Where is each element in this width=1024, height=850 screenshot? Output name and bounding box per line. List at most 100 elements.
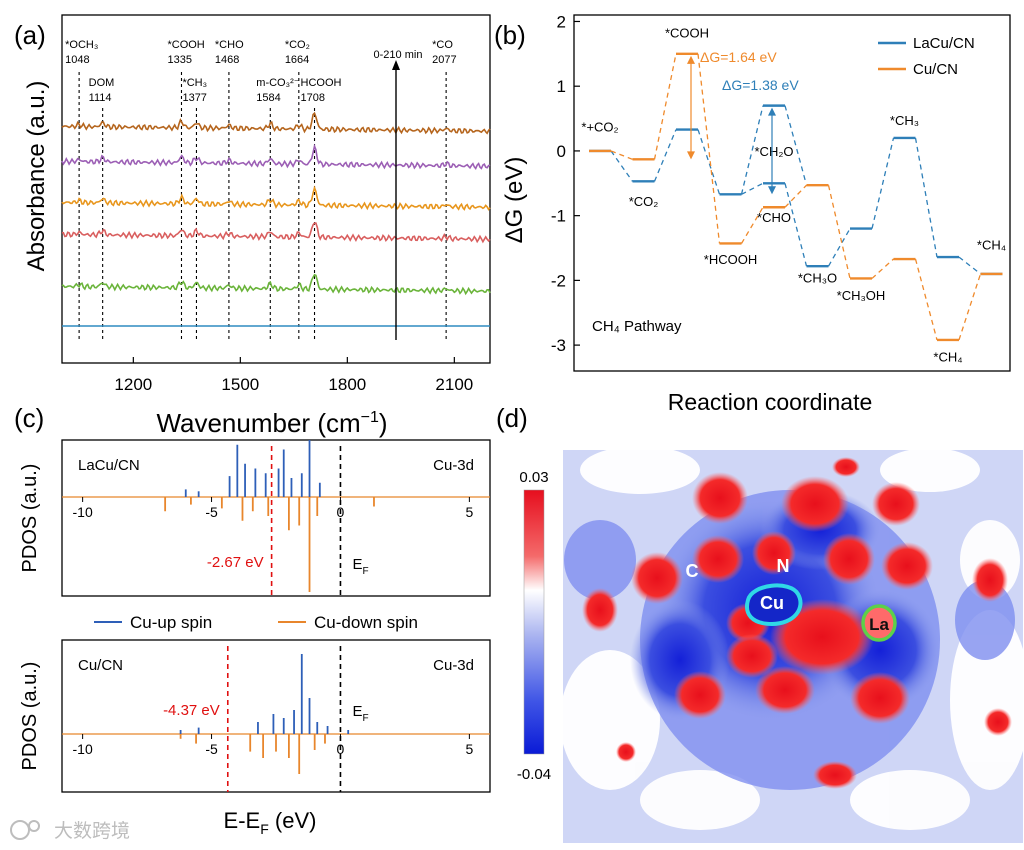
b-transition-0: [653, 129, 677, 182]
a-peak-wavenumber: 1468: [215, 54, 239, 66]
panel-c-legend: Cu-up spin Cu-down spin: [94, 613, 418, 632]
panel-b-energy-profile: [589, 52, 1003, 342]
pdos-ylabel: PDOS (a.u.): [19, 464, 41, 573]
colorbar-max-label: 0.03: [519, 469, 548, 486]
b-transition-0: [871, 137, 895, 229]
b-transition-1: [871, 258, 894, 279]
panel-c: (c) PDOS (a.u.)-10-505LaCu/CNCu-3d-2.67 …: [14, 403, 491, 837]
panel-c-xlabel: E-EF (eV): [224, 808, 317, 837]
panel-a-xlabel-sup: −1: [361, 409, 379, 426]
pdos-xtick-label: -10: [73, 741, 93, 757]
b-barrier-down: [784, 105, 807, 184]
b-transition-1: [697, 53, 721, 244]
panel-a-xticks: 1200 1500 1800 2100: [114, 357, 473, 394]
panel-a-ylabel: Absorbance (a.u.): [23, 81, 50, 272]
panel-a-tag: (a): [14, 20, 46, 50]
a-peak-name: *CO₂: [285, 39, 310, 51]
pdos-xtick-label: -10: [73, 504, 93, 520]
dg-arrowhead-la: [768, 107, 776, 116]
fermi-label: EF: [352, 703, 368, 724]
panel-a-frame: [61, 14, 491, 364]
b-state-label: *HCOOH: [704, 252, 757, 267]
b-barrier-up: [740, 105, 764, 195]
b-legend-label: Cu/CN: [913, 61, 958, 78]
a-peak-name: *CHO: [215, 39, 244, 51]
panel-c-xlabel-sub: F: [260, 821, 269, 837]
pdos-frame: [61, 639, 491, 793]
a-xtick-label: 1500: [221, 375, 259, 394]
a-peak-wavenumber: 1114: [89, 92, 112, 104]
panel-b-legend: LaCu/CN Cu/CN: [878, 35, 975, 78]
a-peak-wavenumber: 1708: [301, 92, 325, 104]
atom-label-cu: Cu: [760, 593, 784, 613]
a-peak-wavenumber: 1664: [285, 54, 309, 66]
a-spectrum-3: [61, 185, 491, 211]
a-peak-name: *CH₃: [182, 77, 207, 89]
panel-b-ylabel: ΔG (eV): [501, 157, 528, 244]
atom-label-n: N: [777, 556, 790, 576]
a-peak-wavenumber: 1335: [167, 54, 191, 66]
pdos-ylabel: PDOS (a.u.): [19, 662, 41, 771]
panel-c-tag: (c): [14, 403, 44, 433]
b-transition-1: [740, 206, 764, 244]
a-peak-name: HCOOH: [301, 77, 342, 89]
b-transition-1: [653, 53, 677, 160]
b-state-label: *CH₂O: [755, 144, 794, 159]
a-xtick-label: 1200: [114, 375, 152, 394]
dg-arrowhead-la-bottom: [768, 186, 776, 195]
d-band-center-label: -2.67 eV: [207, 554, 264, 571]
b-ytick-label: 0: [557, 142, 566, 161]
b-ytick-label: 2: [557, 12, 566, 31]
a-xtick-label: 2100: [435, 375, 473, 394]
pdos-orbital-label: Cu-3d: [433, 657, 474, 674]
b-state-label: *CHO: [757, 210, 791, 225]
panel-a-xlabel: Wavenumber (cm−1): [156, 408, 387, 438]
time-arrow-label: 0-210 min: [374, 49, 423, 61]
fermi-label-main: E: [352, 703, 362, 720]
panel-c-xlabel-end: (eV): [269, 808, 317, 833]
panel-b: (b) ΔG (eV) 2 1 0 -1 -2 -3 *+CO₂ *CO₂ *COOH *HCO…: [494, 12, 1011, 415]
b-ytick-label: -2: [551, 271, 566, 290]
a-peak-name: m-CO₃²⁻: [256, 77, 299, 89]
a-spectrum-4: [61, 143, 491, 171]
b-transition-1: [914, 258, 938, 341]
fermi-label-sub: F: [362, 566, 368, 577]
watermark-text: 大数跨境: [54, 820, 130, 842]
map-positive-regions: [582, 457, 1012, 789]
fermi-label-sub: F: [362, 713, 368, 724]
pdos-legend-label: Cu-up spin: [130, 613, 212, 632]
b-transition-0: [741, 182, 764, 195]
b-state-label: *CH₄: [977, 237, 1006, 252]
a-peak-wavenumber: 2077: [432, 54, 456, 66]
dg-label-la: ΔG=1.38 eV: [722, 77, 799, 93]
a-spectrum-5: [61, 111, 491, 135]
b-transition-1: [610, 150, 633, 160]
fermi-label: EF: [352, 556, 368, 577]
d-band-center-label: -4.37 eV: [163, 702, 220, 719]
pdos-orbital-label: Cu-3d: [433, 457, 474, 474]
pdos-xtick-label: 5: [465, 741, 473, 757]
atom-label-c: C: [686, 561, 699, 581]
b-ytick-label: -3: [551, 336, 566, 355]
pdos-system-name: Cu/CN: [78, 657, 123, 674]
la-atom-contour: [861, 604, 897, 642]
charge-density-map: C N Cu La: [563, 450, 1023, 843]
panel-b-frame: [573, 14, 1011, 372]
panel-c-xlabel-main: E-E: [224, 808, 261, 833]
a-peak-wavenumber: 1377: [182, 92, 206, 104]
panel-b-dg-annotations: ΔG=1.64 eV ΔG=1.38 eV: [687, 49, 799, 195]
b-state-label: *CO₂: [629, 194, 659, 209]
b-legend-label: LaCu/CN: [913, 35, 975, 52]
b-state-label: *CH₃: [890, 113, 919, 128]
dg-label-cu: ΔG=1.64 eV: [700, 49, 777, 65]
panel-b-state-labels: *+CO₂ *CO₂ *COOH *HCOOH *CHO *CH₂O *CH₃O*CH₃OH…: [581, 26, 1006, 365]
panel-b-tag: (b): [494, 20, 526, 50]
pdos-frame: [61, 439, 491, 597]
atom-label-la: La: [869, 615, 889, 634]
b-transition-0: [827, 228, 851, 267]
pdos-system-name: LaCu/CN: [78, 457, 140, 474]
